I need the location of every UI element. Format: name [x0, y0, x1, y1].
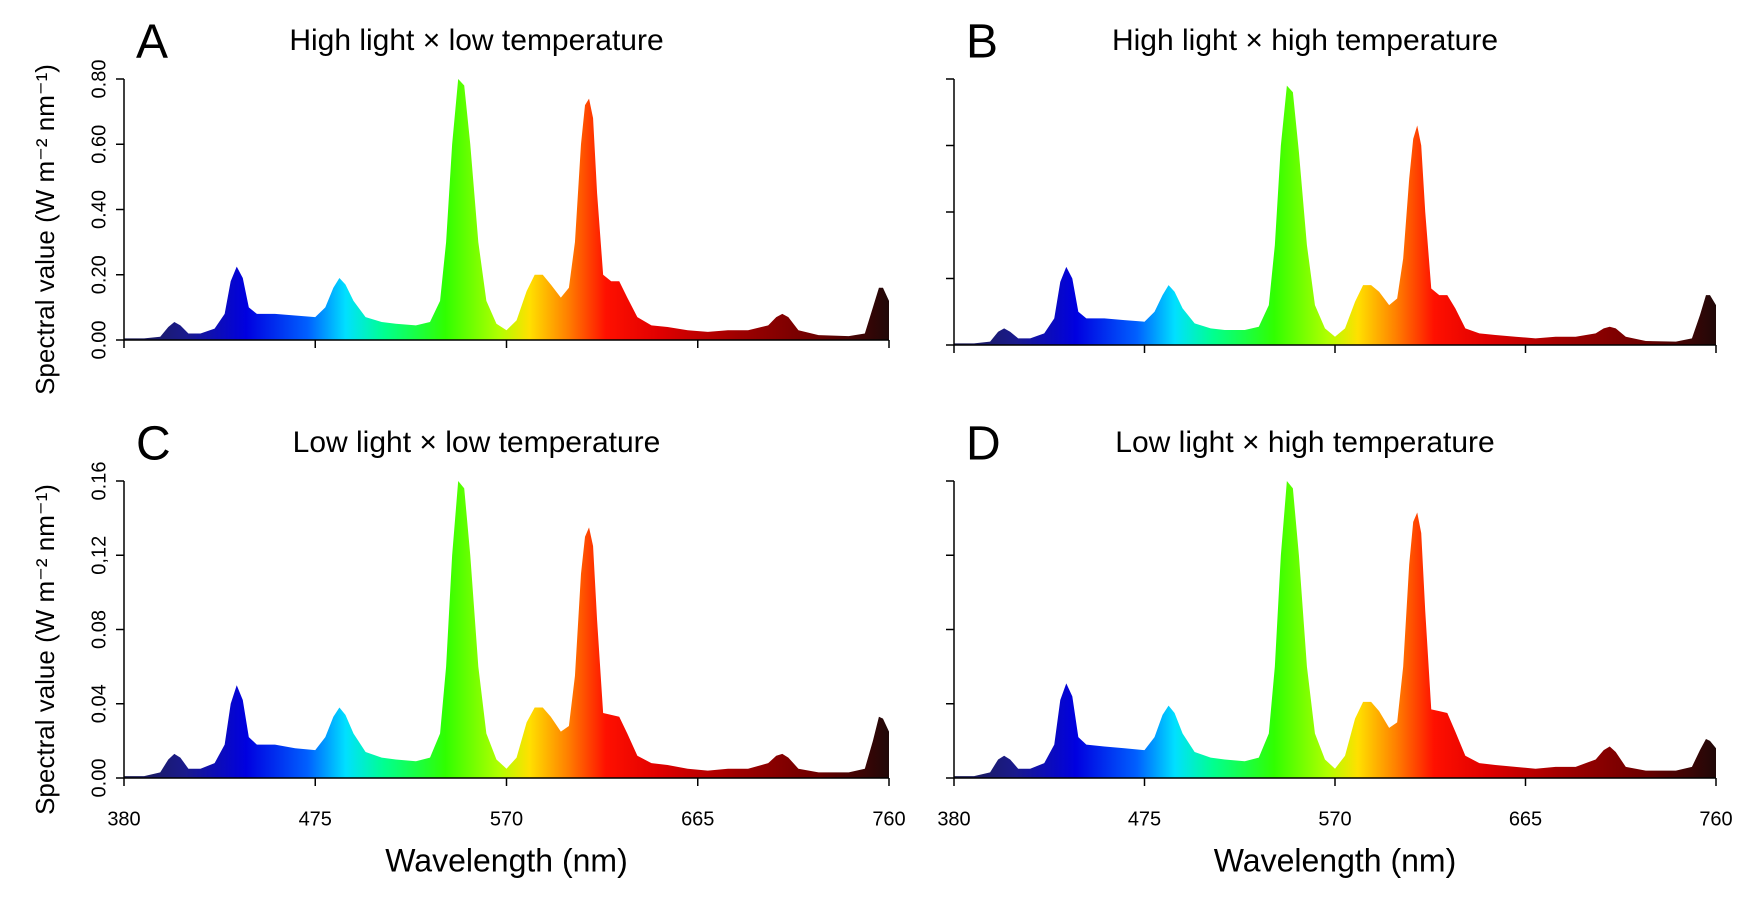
panel-letter: D [966, 418, 1001, 471]
y-tick-label: 0.08 [88, 610, 110, 649]
panel-title: High light × low temperature [289, 24, 663, 57]
x-tick-label: 380 [107, 808, 140, 830]
y-tick-label: 0.80 [88, 60, 110, 99]
y-tick-label: 0,12 [88, 536, 110, 575]
x-tick-label: 760 [872, 808, 905, 830]
spectrum-area [954, 85, 1716, 346]
y-tick-label: 0.04 [88, 684, 110, 723]
panel-letter: A [136, 16, 168, 69]
y-axis-label: Spectral value (W m⁻² nm⁻¹) [30, 64, 60, 395]
x-tick-label: 570 [1318, 808, 1351, 830]
y-tick-label: 0.40 [88, 190, 110, 229]
y-tick-label: 0.20 [88, 255, 110, 294]
panel-letter: B [966, 16, 998, 69]
x-tick-label: 475 [1128, 808, 1161, 830]
x-tick-label: 380 [937, 808, 970, 830]
y-tick-label: 0.16 [88, 462, 110, 501]
x-tick-label: 475 [299, 808, 332, 830]
y-tick-label: 0.60 [88, 125, 110, 164]
x-axis-label: Wavelength (nm) [385, 842, 627, 878]
spectrum-area [124, 79, 889, 340]
spectrum-area [124, 481, 889, 778]
panel-title: Low light × low temperature [293, 426, 661, 459]
x-axis-label: Wavelength (nm) [1214, 842, 1456, 878]
panel-letter: C [136, 418, 171, 471]
x-tick-label: 760 [1699, 808, 1732, 830]
spectrum-area [954, 481, 1716, 778]
x-tick-label: 665 [681, 808, 714, 830]
y-tick-label: 0.00 [88, 321, 110, 360]
x-tick-label: 570 [490, 808, 523, 830]
panel-title: High light × high temperature [1112, 24, 1498, 57]
x-tick-label: 665 [1509, 808, 1542, 830]
panel-title: Low light × high temperature [1115, 426, 1494, 459]
y-tick-label: 0.00 [88, 759, 110, 798]
y-axis-label: Spectral value (W m⁻² nm⁻¹) [30, 484, 60, 815]
